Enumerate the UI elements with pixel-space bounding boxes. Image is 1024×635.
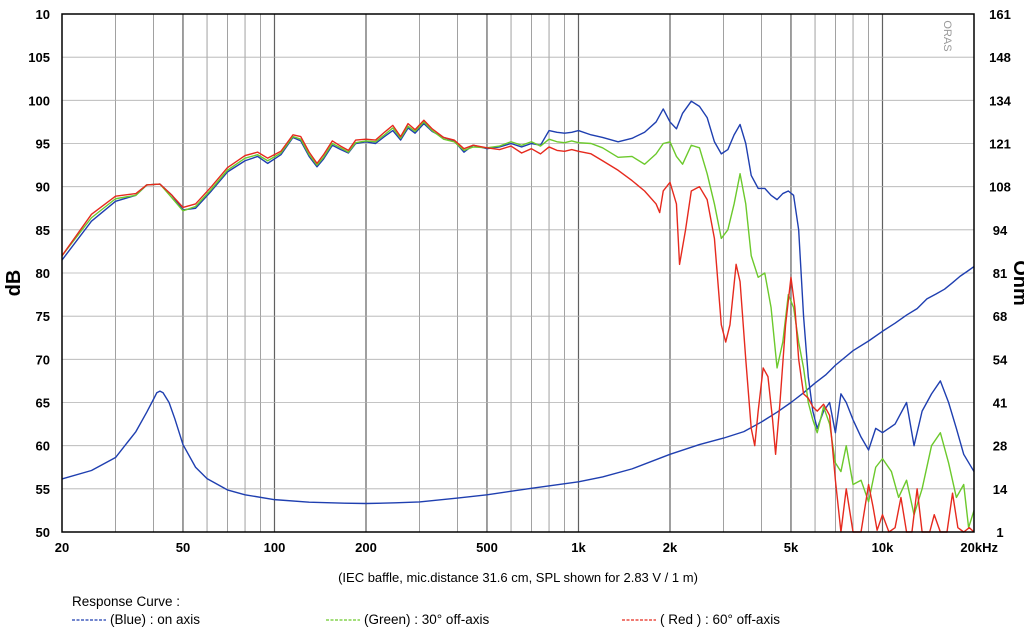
y-left-tick-label: 85 — [36, 223, 50, 238]
y-left-tick-label: 75 — [36, 309, 50, 324]
x-tick-labels: 20 50 100 200 500 1k 2k 5k 10k 20kHz — [55, 540, 999, 555]
y-right-tick-label: 134 — [989, 93, 1011, 108]
curve-impedance — [61, 265, 975, 505]
y-axis-label-db: dB — [3, 270, 25, 297]
y-right-tick-label: 41 — [993, 396, 1007, 411]
y-axis-label-ohm: Ohm — [1009, 260, 1024, 306]
y-left-tick-label: 95 — [36, 137, 50, 152]
x-tick-label: 1k — [571, 540, 586, 555]
y-left-tick-labels: 10 105 100 95 90 85 80 75 70 65 60 55 50 — [28, 7, 50, 540]
x-tick-label: 100 — [264, 540, 286, 555]
y-left-tick-label: 70 — [36, 352, 50, 367]
y-left-tick-label: 60 — [36, 439, 50, 454]
legend-title: Response Curve : — [72, 594, 180, 609]
x-tick-label: 20 — [55, 540, 69, 555]
legend-label-green: (Green) : 30° off-axis — [364, 612, 489, 627]
legend-label-blue: (Blue) : on axis — [110, 612, 200, 627]
curve-30deg-off-axis — [61, 121, 975, 529]
measurement-note: (IEC baffle, mic.distance 31.6 cm, SPL s… — [338, 570, 698, 585]
plot-frame — [61, 13, 975, 533]
y-right-tick-label: 161 — [989, 7, 1011, 22]
y-left-tick-label: 100 — [28, 93, 50, 108]
y-right-tick-labels: 161 148 134 121 108 94 81 68 54 41 28 14 1 — [989, 7, 1011, 540]
x-tick-label: 2k — [663, 540, 678, 555]
y-left-tick-label: 10 — [36, 7, 50, 22]
y-left-tick-label: 65 — [36, 396, 50, 411]
x-tick-label: 50 — [176, 540, 190, 555]
watermark: ORAS — [941, 20, 953, 51]
y-left-tick-label: 55 — [36, 482, 50, 497]
x-tick-label: 5k — [784, 540, 799, 555]
y-right-tick-label: 121 — [989, 137, 1011, 152]
x-tick-label: 20kHz — [960, 540, 998, 555]
y-right-tick-label: 54 — [993, 352, 1008, 367]
y-right-tick-label: 108 — [989, 180, 1011, 195]
y-right-tick-label: 68 — [993, 309, 1007, 324]
curve-on-axis — [61, 100, 975, 472]
y-left-tick-label: 50 — [36, 525, 50, 540]
plot-grid — [62, 14, 974, 532]
y-right-tick-label: 81 — [993, 266, 1007, 281]
legend-label-red: ( Red ) : 60° off-axis — [660, 612, 780, 627]
x-tick-label: 500 — [476, 540, 498, 555]
legend: Response Curve : (Blue) : on axis (Green… — [72, 594, 780, 627]
y-right-tick-label: 14 — [993, 482, 1008, 497]
plot-curves — [61, 100, 975, 533]
y-right-tick-label: 1 — [996, 525, 1003, 540]
x-tick-label: 200 — [355, 540, 377, 555]
y-right-tick-label: 94 — [993, 223, 1008, 238]
y-left-tick-label: 105 — [28, 50, 50, 65]
x-tick-label: 10k — [872, 540, 894, 555]
y-right-tick-label: 28 — [993, 439, 1007, 454]
y-left-tick-label: 80 — [36, 266, 50, 281]
y-left-tick-label: 90 — [36, 180, 50, 195]
curve-60deg-off-axis — [61, 119, 975, 533]
y-right-tick-label: 148 — [989, 50, 1011, 65]
